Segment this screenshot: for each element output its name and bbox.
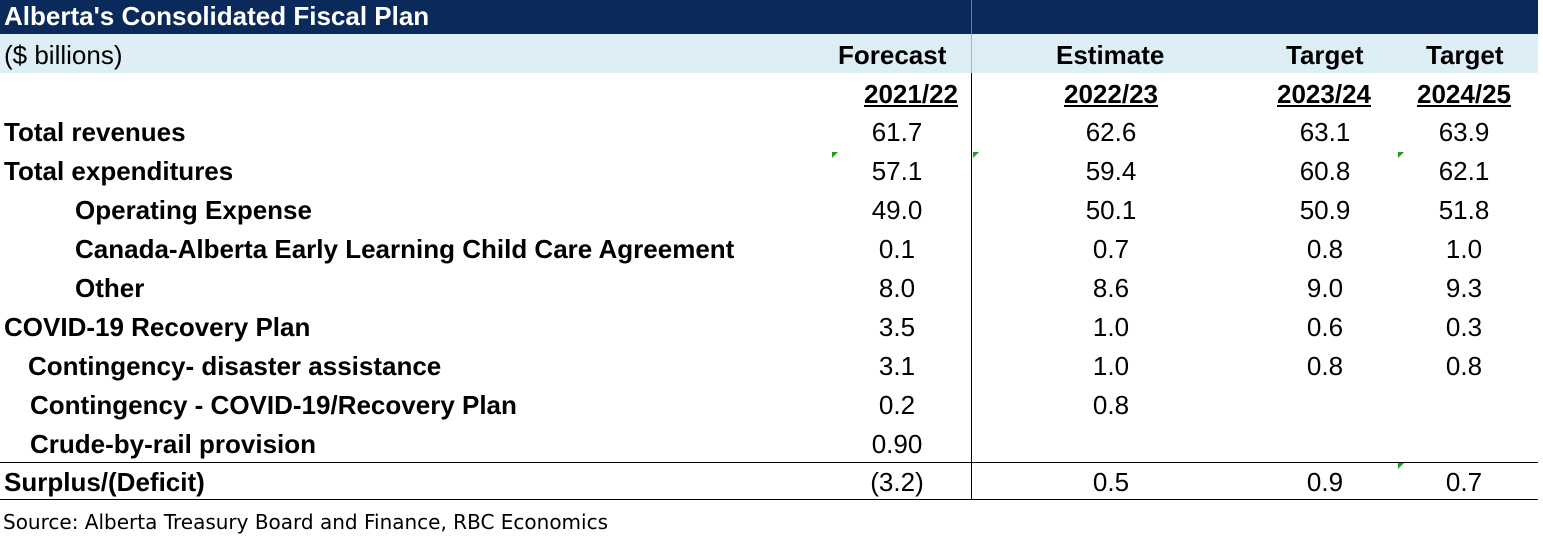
table-cell: 0.3 — [1445, 312, 1483, 342]
table-cell: 0.8 — [1092, 390, 1130, 420]
header-divider — [971, 34, 972, 73]
table-cell: 0.6 — [1306, 312, 1344, 342]
table-cell: 0.8 — [1445, 351, 1483, 381]
table-cell: 62.1 — [1438, 156, 1490, 186]
table-cell: 1.0 — [1092, 312, 1130, 342]
row-label-operating-expense: Operating Expense — [75, 195, 312, 225]
table-cell: 60.8 — [1299, 156, 1351, 186]
table-cell: 0.7 — [1092, 234, 1130, 264]
source-note: Source: Alberta Treasury Board and Finan… — [3, 510, 609, 534]
table-cell: 63.9 — [1438, 117, 1490, 147]
comment-marker — [1398, 152, 1404, 158]
col-header-estimate: Estimate — [1056, 40, 1165, 70]
table-cell: 63.1 — [1299, 117, 1351, 147]
table-cell: 3.5 — [878, 312, 916, 342]
table-cell: 1.0 — [1092, 351, 1130, 381]
table-cell: 57.1 — [871, 156, 923, 186]
title-divider — [971, 0, 972, 34]
units-label: ($ billions) — [4, 40, 123, 70]
table-cell: 9.3 — [1445, 273, 1483, 303]
col-year-2023-24: 2023/24 — [1277, 79, 1371, 109]
row-label-crude-by-rail: Crude-by-rail provision — [30, 429, 317, 459]
comment-marker — [973, 152, 979, 158]
table-cell: 0.5 — [1092, 467, 1130, 497]
table-cell: 61.7 — [871, 117, 923, 147]
surplus-bottom-rule — [0, 499, 1538, 500]
row-label-total-revenues: Total revenues — [4, 117, 186, 147]
row-label-surplus-deficit: Surplus/(Deficit) — [4, 467, 205, 497]
table-cell: 0.8 — [1306, 351, 1344, 381]
table-cell: 8.6 — [1092, 273, 1130, 303]
table-cell: 49.0 — [871, 195, 923, 225]
col-year-2024-25: 2024/25 — [1417, 79, 1511, 109]
row-label-other: Other — [75, 273, 145, 303]
header-band — [0, 34, 1538, 73]
table-cell: 62.6 — [1085, 117, 1137, 147]
row-label-total-expenditures: Total expenditures — [4, 156, 234, 186]
col-header-target-2: Target — [1426, 40, 1504, 70]
table-cell: (3.2) — [870, 467, 924, 497]
table-cell: 0.2 — [878, 390, 916, 420]
table-cell: 0.1 — [878, 234, 916, 264]
surplus-top-rule — [0, 462, 1538, 463]
table-cell: 0.7 — [1445, 467, 1483, 497]
table-title: Alberta's Consolidated Fiscal Plan — [4, 1, 430, 31]
col-year-2022-23: 2022/23 — [1064, 79, 1158, 109]
table-cell: 0.90 — [871, 429, 923, 459]
col-header-forecast: Forecast — [838, 40, 947, 70]
table-cell: 59.4 — [1085, 156, 1137, 186]
table-cell: 3.1 — [878, 351, 916, 381]
table-cell: 50.1 — [1085, 195, 1137, 225]
comment-marker — [832, 152, 838, 158]
row-label-covid-recovery: COVID-19 Recovery Plan — [4, 312, 311, 342]
table-cell: 0.8 — [1306, 234, 1344, 264]
table-cell: 1.0 — [1445, 234, 1483, 264]
table-cell: 0.9 — [1306, 467, 1344, 497]
col-year-2021-22: 2021/22 — [864, 79, 958, 109]
title-bar — [0, 0, 1538, 34]
table-cell: 51.8 — [1438, 195, 1490, 225]
row-label-child-care: Canada-Alberta Early Learning Child Care… — [75, 234, 735, 264]
table-cell: 9.0 — [1306, 273, 1344, 303]
column-divider — [971, 73, 972, 500]
row-label-contingency-disaster: Contingency- disaster assistance — [28, 351, 442, 381]
col-header-target-1: Target — [1286, 40, 1364, 70]
comment-marker — [1398, 463, 1404, 469]
row-label-contingency-covid: Contingency - COVID-19/Recovery Plan — [30, 390, 517, 420]
table-cell: 8.0 — [878, 273, 916, 303]
table-cell: 50.9 — [1299, 195, 1351, 225]
